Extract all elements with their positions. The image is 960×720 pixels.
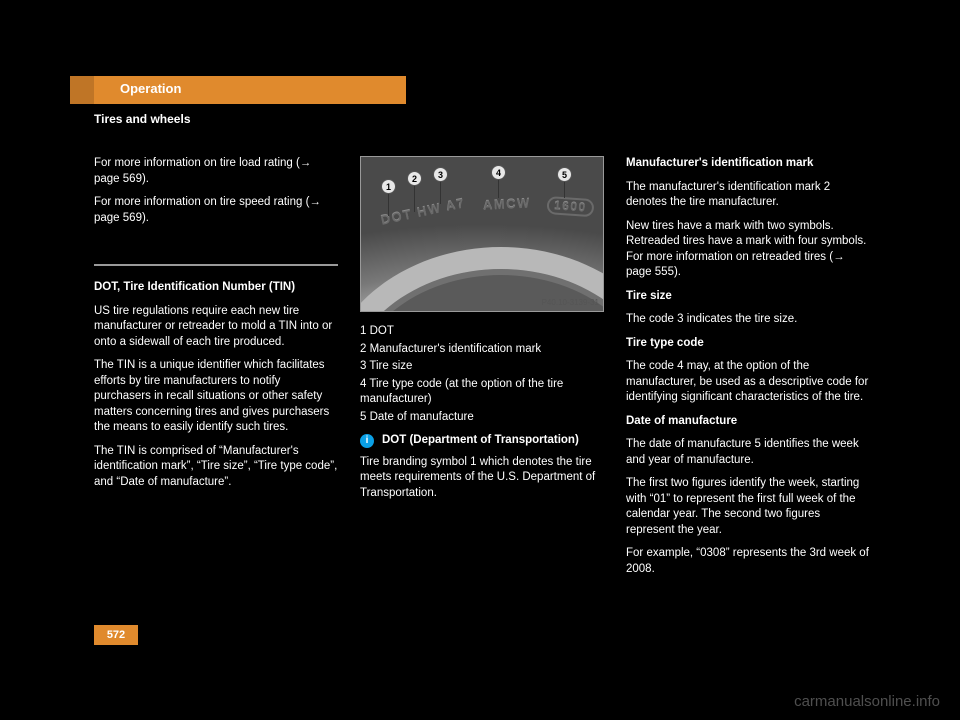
legend-item: 5 Date of manufacture (360, 410, 604, 426)
watermark: carmanualsonline.info (794, 693, 940, 710)
figure-legend: 1 DOT 2 Manufacturer's identification ma… (360, 324, 604, 425)
callout-bubble: 2 (407, 171, 422, 186)
note-row: i DOT (Department of Transportation) (360, 433, 604, 449)
callout-bubble: 4 (491, 165, 506, 180)
section-title: Tire type code (626, 336, 870, 352)
page-title: Operation (120, 81, 181, 96)
body-text: The date of manufacture 5 identifies the… (626, 437, 870, 468)
callout-bubble: 3 (433, 167, 448, 182)
info-icon: i (360, 434, 374, 448)
body-text: The code 4 may, at the option of the man… (626, 359, 870, 406)
section-title: Tire size (626, 289, 870, 305)
column-left: For more information on tire load rating… (94, 156, 338, 234)
emboss-text: DOT HW A7 (379, 195, 466, 228)
section-title: Manufacturer's identification mark (626, 156, 870, 172)
section-title: DOT, Tire Identification Number (TIN) (94, 280, 338, 296)
emboss-text: AMCW (483, 196, 532, 213)
column-middle: 1 DOT 2 Manufacturer's identification ma… (360, 324, 604, 509)
body-text: The code 3 indicates the tire size. (626, 312, 870, 328)
body-text: The TIN is a unique identifier which fac… (94, 358, 338, 436)
callout-line (388, 194, 389, 216)
body-text: Tire branding symbol 1 which denotes the… (360, 455, 604, 502)
callout-line (498, 180, 499, 198)
manual-page: Operation Tires and wheels For more info… (70, 76, 890, 676)
body-text: For example, “0308” represents the 3rd w… (626, 546, 870, 577)
column-left-lower: DOT, Tire Identification Number (TIN) US… (94, 274, 338, 498)
body-text: US tire regulations require each new tir… (94, 304, 338, 351)
body-text: For more information on tire speed ratin… (94, 195, 338, 226)
page-number: 572 (94, 625, 138, 645)
column-right: Manufacturer's identification mark The m… (626, 156, 870, 585)
page-subhead: Tires and wheels (94, 112, 191, 126)
body-text: The TIN is comprised of “Manufacturer's … (94, 444, 338, 491)
legend-item: 3 Tire size (360, 359, 604, 375)
note-title: DOT (Department of Transportation) (382, 433, 579, 449)
callout-line (414, 186, 415, 212)
emboss-text: 1600 (546, 196, 594, 217)
tire-sidewall-figure: DOT HW A7 AMCW 1600 1 2 3 4 5 P40.10-313… (360, 156, 604, 312)
body-text: The manufacturer's identification mark 2… (626, 180, 870, 211)
body-text: The first two figures identify the week,… (626, 476, 870, 538)
callout-bubble: 1 (381, 179, 396, 194)
legend-item: 4 Tire type code (at the option of the t… (360, 377, 604, 408)
callout-bubble: 5 (557, 167, 572, 182)
figure-ref: P40.10-3139-31 (542, 298, 599, 307)
body-text: For more information on tire load rating… (94, 156, 338, 187)
divider (94, 264, 338, 266)
legend-item: 2 Manufacturer's identification mark (360, 342, 604, 358)
section-title: Date of manufacture (626, 414, 870, 430)
callout-line (564, 182, 565, 198)
header-notch (70, 76, 94, 104)
legend-item: 1 DOT (360, 324, 604, 340)
callout-line (440, 182, 441, 204)
body-text: New tires have a mark with two symbols. … (626, 219, 870, 281)
